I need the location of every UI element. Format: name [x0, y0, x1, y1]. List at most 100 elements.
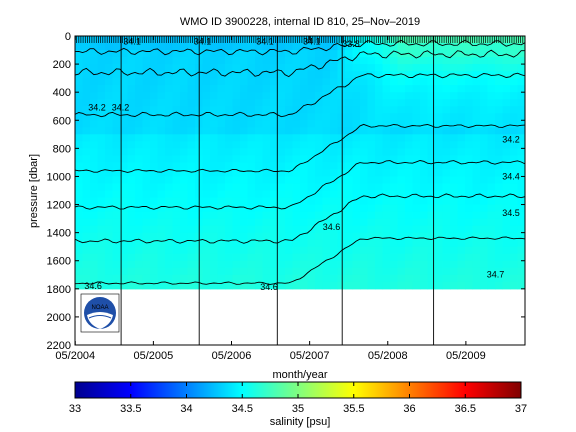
field-cell [210, 92, 219, 100]
field-cell [390, 246, 399, 255]
field-cell [105, 225, 114, 234]
field-cell [232, 183, 241, 192]
field-cell [487, 71, 496, 79]
field-cell [375, 162, 384, 171]
field-cell [457, 113, 466, 121]
field-cell [367, 183, 376, 192]
field-cell [382, 260, 391, 269]
field-cell [405, 281, 414, 290]
field-cell [382, 113, 391, 121]
field-cell [465, 190, 474, 199]
field-cell [352, 281, 361, 290]
field-cell [270, 190, 279, 199]
field-cell [457, 162, 466, 171]
field-cell [375, 127, 384, 135]
field-cell [315, 169, 324, 178]
field-cell [187, 155, 196, 164]
field-cell [82, 120, 91, 128]
field-cell [187, 204, 196, 213]
field-cell [135, 281, 144, 290]
field-cell [112, 155, 121, 164]
field-cell [217, 155, 226, 164]
field-cell [180, 64, 189, 72]
field-cell [112, 253, 121, 262]
field-cell [307, 92, 316, 100]
field-cell [187, 176, 196, 185]
field-cell [217, 183, 226, 192]
field-cell [450, 176, 459, 185]
field-cell [75, 85, 84, 93]
field-cell [367, 204, 376, 213]
field-cell [135, 232, 144, 241]
field-cell [202, 57, 211, 65]
field-cell [360, 190, 369, 199]
field-cell [112, 218, 121, 227]
field-cell [450, 162, 459, 171]
field-cell [390, 99, 399, 107]
field-cell [352, 218, 361, 227]
field-cell [495, 99, 504, 107]
field-cell [517, 225, 525, 234]
field-cell [367, 64, 376, 72]
field-cell [165, 204, 174, 213]
field-cell [390, 155, 399, 164]
field-cell [157, 78, 166, 86]
field-cell [337, 148, 346, 156]
field-cell [120, 50, 129, 58]
field-cell [240, 71, 249, 79]
field-cell [382, 253, 391, 262]
field-cell [150, 106, 159, 114]
field-cell [510, 64, 519, 72]
field-cell [105, 43, 114, 51]
field-cell [457, 127, 466, 135]
field-cell [487, 57, 496, 65]
field-cell [345, 281, 354, 290]
field-cell [202, 162, 211, 171]
field-cell [480, 218, 489, 227]
field-cell [210, 260, 219, 269]
field-cell [285, 148, 294, 156]
field-cell [75, 225, 84, 234]
field-cell [480, 197, 489, 206]
field-cell [232, 113, 241, 121]
field-cell [292, 127, 301, 135]
field-cell [315, 134, 324, 142]
field-cell [457, 176, 466, 185]
field-cell [435, 274, 444, 283]
field-cell [412, 155, 421, 164]
field-cell [427, 239, 436, 248]
field-cell [105, 211, 114, 220]
field-cell [127, 57, 136, 65]
field-cell [225, 141, 234, 149]
field-cell [442, 71, 451, 79]
field-cell [277, 155, 286, 164]
field-cell [292, 190, 301, 199]
field-cell [427, 141, 436, 149]
field-cell [502, 134, 511, 142]
field-cell [450, 260, 459, 269]
field-cell [307, 253, 316, 262]
field-cell [375, 134, 384, 142]
field-cell [480, 134, 489, 142]
field-cell [135, 190, 144, 199]
field-cell [457, 183, 466, 192]
field-cell [427, 36, 436, 44]
field-cell [502, 155, 511, 164]
field-cell [90, 120, 99, 128]
field-cell [367, 260, 376, 269]
field-cell [450, 71, 459, 79]
field-cell [127, 204, 136, 213]
field-cell [75, 169, 84, 178]
field-cell [375, 190, 384, 199]
field-cell [165, 162, 174, 171]
field-cell [465, 127, 474, 135]
field-cell [315, 71, 324, 79]
field-cell [247, 211, 256, 220]
field-cell [457, 120, 466, 128]
field-cell [367, 232, 376, 241]
contour-line [75, 160, 525, 210]
field-cell [495, 64, 504, 72]
field-cell [142, 274, 151, 283]
field-cell [270, 253, 279, 262]
field-cell [142, 71, 151, 79]
